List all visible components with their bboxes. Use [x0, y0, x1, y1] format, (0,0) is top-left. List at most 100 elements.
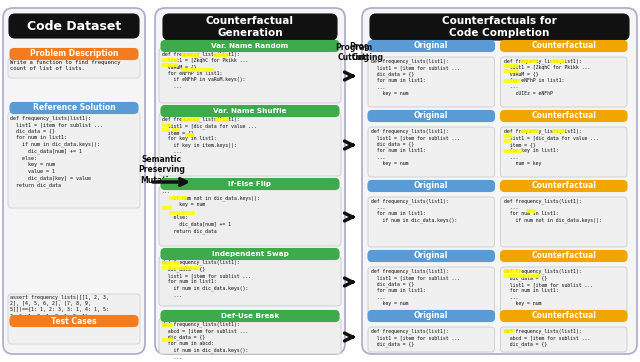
FancyBboxPatch shape [550, 59, 566, 63]
FancyBboxPatch shape [172, 128, 180, 132]
FancyBboxPatch shape [368, 311, 495, 321]
FancyBboxPatch shape [500, 197, 627, 247]
FancyBboxPatch shape [368, 127, 495, 177]
FancyBboxPatch shape [527, 209, 536, 213]
Text: Program
Cutting: Program Cutting [335, 43, 372, 62]
Text: Counterfactual: Counterfactual [531, 311, 596, 320]
Text: Independent Swap: Independent Swap [212, 251, 289, 257]
Text: Test Cases: Test Cases [51, 316, 97, 325]
FancyBboxPatch shape [500, 181, 627, 191]
FancyBboxPatch shape [10, 49, 138, 59]
FancyBboxPatch shape [520, 59, 538, 63]
FancyBboxPatch shape [9, 14, 139, 38]
Text: Original: Original [414, 42, 449, 51]
FancyBboxPatch shape [3, 8, 145, 354]
Text: Original: Original [414, 252, 449, 261]
Text: def frequency_lists(list1):
  abcd = [item for sublist ...
  dic_data = {}: def frequency_lists(list1): abcd = [item… [504, 328, 589, 347]
Text: Semantic
Preserving
Mutations: Semantic Preserving Mutations [139, 155, 186, 185]
FancyBboxPatch shape [162, 323, 173, 327]
Text: Counterfactual
Generation: Counterfactual Generation [206, 16, 294, 38]
Text: def frequency_lists(list1):
  dic_data = {}
  list1 = [item for sublist ...
  fo: def frequency_lists(list1): dic_data = {… [162, 259, 251, 298]
Text: def frequency_lists(list1):
  list1 = [item for sublist ...
  dic_data = {}
  fo: def frequency_lists(list1): list1 = [ite… [371, 268, 460, 306]
FancyBboxPatch shape [10, 316, 138, 327]
FancyBboxPatch shape [181, 68, 197, 72]
FancyBboxPatch shape [162, 261, 180, 265]
FancyBboxPatch shape [368, 181, 495, 191]
Text: def frequency_lists(list1):
  dic_data = {}
  list1 = [item for sublist ...
  fo: def frequency_lists(list1): dic_data = {… [504, 268, 593, 306]
Text: Counterfactual: Counterfactual [531, 252, 596, 261]
Text: def frequency_lists(list1):
  list1 = [item for sublist ...
  dic_data = {}
  fo: def frequency_lists(list1): list1 = [ite… [371, 58, 460, 96]
Text: Write a function to find frequency
count of list of lists.: Write a function to find frequency count… [10, 60, 120, 71]
FancyBboxPatch shape [185, 133, 194, 137]
FancyBboxPatch shape [504, 329, 515, 333]
FancyBboxPatch shape [161, 311, 339, 321]
FancyBboxPatch shape [368, 251, 495, 261]
Text: Var. Name Shuffle: Var. Name Shuffle [213, 108, 287, 114]
FancyBboxPatch shape [159, 113, 341, 176]
FancyBboxPatch shape [162, 58, 178, 62]
Text: ...
    if num not in dic_data.keys():
      key = num
      ...
    else:
     : ... if num not in dic_data.keys(): key =… [162, 189, 260, 234]
FancyBboxPatch shape [162, 128, 170, 132]
FancyBboxPatch shape [500, 127, 627, 177]
Text: def frequency_lists(list1):
  ...
  for num in list1:
    if num not in dic_data: def frequency_lists(list1): ... for num … [504, 198, 601, 223]
FancyBboxPatch shape [161, 41, 339, 51]
FancyBboxPatch shape [504, 274, 541, 278]
Text: def frequency_lists(list1):
  list1 = [item for sublist ...
  dic_data = {}: def frequency_lists(list1): list1 = [ite… [371, 328, 460, 347]
Text: assert frequency_lists([[1, 2, 3,
2], [4, 5, 6, 2], [7, 8, 9,
5]])=={1: 1, 2: 3,: assert frequency_lists([[1, 2, 3, 2], [4… [10, 294, 109, 325]
FancyBboxPatch shape [161, 178, 339, 189]
FancyBboxPatch shape [159, 256, 341, 306]
FancyBboxPatch shape [368, 327, 495, 352]
FancyBboxPatch shape [368, 197, 495, 247]
Text: Code Dataset: Code Dataset [27, 20, 121, 33]
Text: Problem Description: Problem Description [29, 50, 118, 59]
Text: Def-Use Break: Def-Use Break [221, 313, 279, 319]
FancyBboxPatch shape [500, 251, 627, 261]
Text: def frequency_lists(list1):
  list1 = [dic_data for value ...
  item = {}
  for : def frequency_lists(list1): list1 = [dic… [504, 128, 598, 166]
FancyBboxPatch shape [162, 123, 171, 127]
FancyBboxPatch shape [504, 69, 518, 73]
FancyBboxPatch shape [362, 8, 637, 354]
FancyBboxPatch shape [155, 8, 345, 354]
Text: def frequency_lists(list1):
  list1 = [dic_data for value ...
  item = {}
  for : def frequency_lists(list1): list1 = [dic… [162, 116, 257, 154]
Text: Counterfactual: Counterfactual [531, 181, 596, 190]
FancyBboxPatch shape [504, 79, 520, 83]
FancyBboxPatch shape [161, 248, 339, 260]
Text: Counterfactual: Counterfactual [531, 42, 596, 51]
FancyBboxPatch shape [181, 118, 200, 122]
FancyBboxPatch shape [162, 63, 178, 67]
Text: def frequency_lists(list1):
  list1 = [item for sublist ...
  dic_data = {}
  fo: def frequency_lists(list1): list1 = [ite… [371, 128, 460, 166]
FancyBboxPatch shape [169, 196, 187, 200]
FancyBboxPatch shape [162, 338, 173, 342]
FancyBboxPatch shape [520, 129, 538, 133]
FancyBboxPatch shape [161, 105, 339, 117]
FancyBboxPatch shape [552, 129, 566, 133]
FancyBboxPatch shape [500, 311, 627, 321]
Text: Reference Solution: Reference Solution [33, 104, 115, 113]
FancyBboxPatch shape [8, 58, 140, 78]
Text: def frequency_lists(list1):
  list1 = [ZkqhC for Pkikk ...
  vaRuM = {}
  for eN: def frequency_lists(list1): list1 = [Zkq… [162, 51, 248, 89]
Text: Original: Original [414, 111, 449, 121]
Text: def frequency_lists(list1):
  abcd = [item for sublist ...
  dic_data = {}
  for: def frequency_lists(list1): abcd = [item… [162, 321, 248, 360]
FancyBboxPatch shape [368, 41, 495, 51]
FancyBboxPatch shape [368, 57, 495, 107]
Text: Var. Name Random: Var. Name Random [211, 43, 289, 49]
Text: Counterfactual: Counterfactual [531, 111, 596, 121]
FancyBboxPatch shape [215, 118, 229, 122]
FancyBboxPatch shape [500, 41, 627, 51]
Text: def frequency_lists(list1):
  list1 = [item for sublist ...
  dic_data = {}
  fo: def frequency_lists(list1): list1 = [ite… [10, 115, 103, 188]
FancyBboxPatch shape [169, 211, 195, 215]
FancyBboxPatch shape [8, 294, 140, 344]
Text: Original: Original [414, 181, 449, 190]
FancyBboxPatch shape [500, 110, 627, 122]
FancyBboxPatch shape [163, 14, 337, 40]
Text: If-Else Flip: If-Else Flip [228, 181, 271, 187]
FancyBboxPatch shape [504, 149, 522, 153]
FancyBboxPatch shape [368, 267, 495, 317]
FancyBboxPatch shape [10, 102, 138, 114]
FancyBboxPatch shape [162, 206, 172, 210]
FancyBboxPatch shape [500, 57, 627, 107]
FancyBboxPatch shape [504, 139, 511, 143]
FancyBboxPatch shape [368, 110, 495, 122]
FancyBboxPatch shape [159, 48, 341, 103]
Text: Original: Original [414, 311, 449, 320]
